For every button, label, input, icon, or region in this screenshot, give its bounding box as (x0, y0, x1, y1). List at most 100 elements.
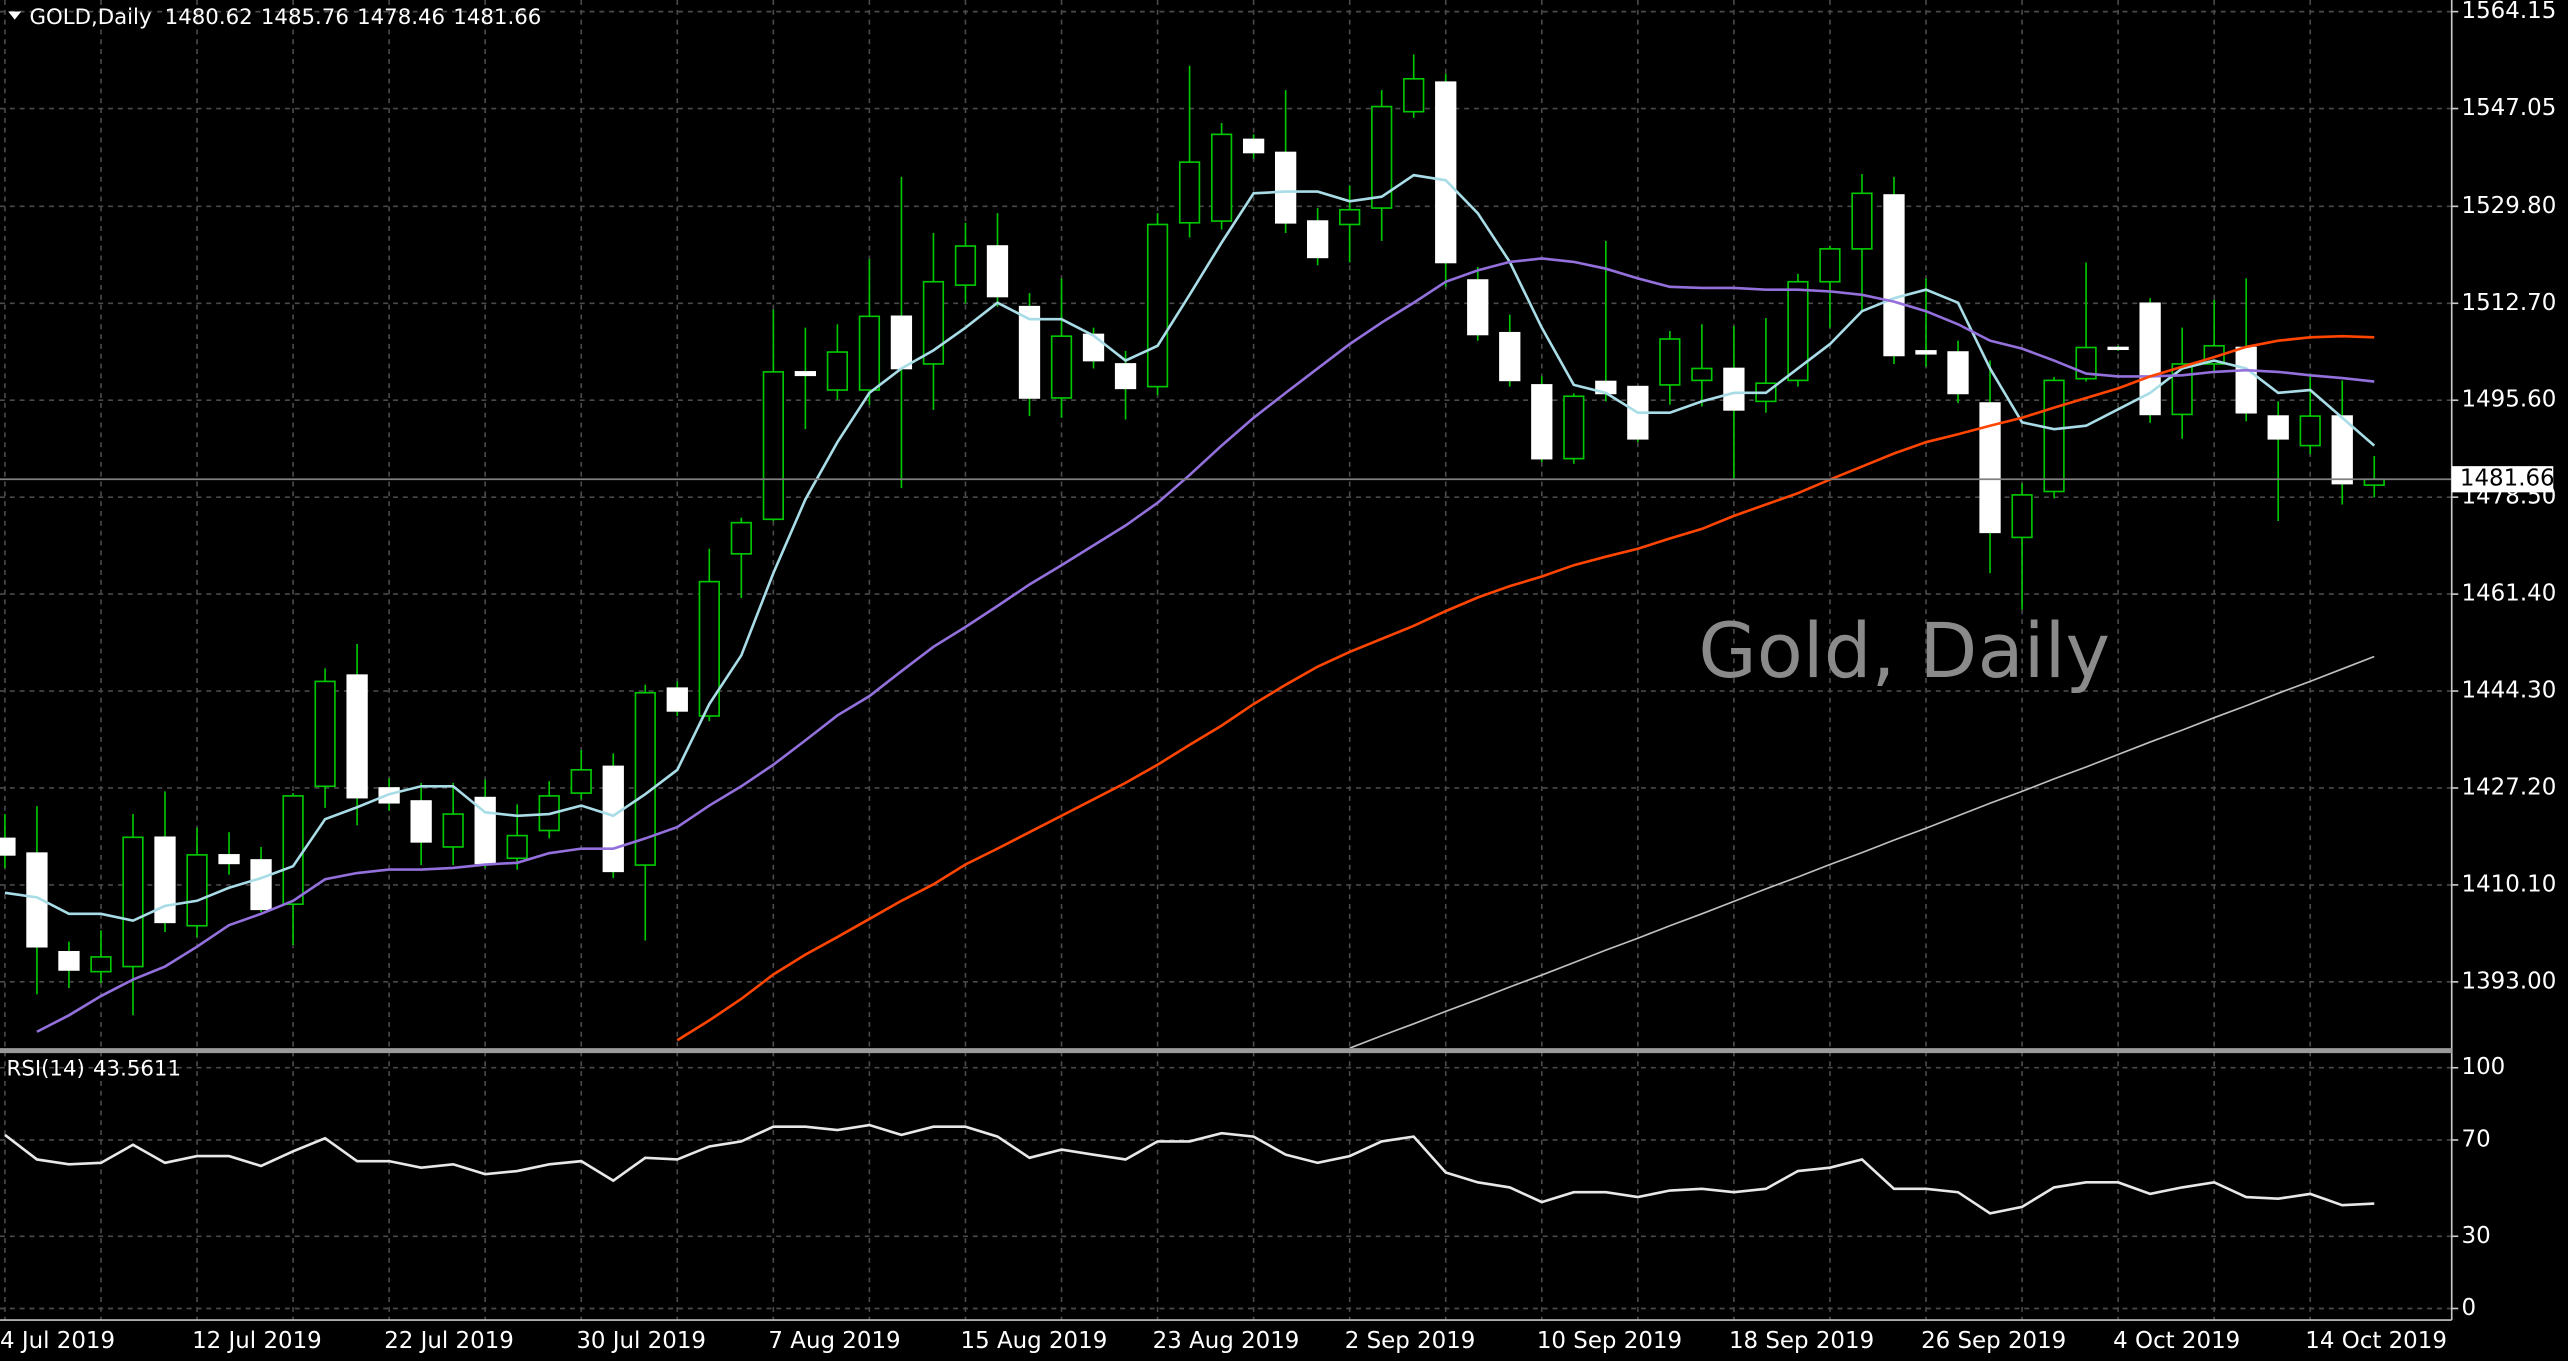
bull-candle-body (2011, 494, 2033, 539)
bull-candle-body (954, 245, 977, 286)
indicator-line (36, 257, 2375, 1033)
bull-candle-body (1371, 105, 1393, 209)
bear-candle-body (1274, 151, 1297, 224)
bull-candle-body (1178, 161, 1201, 224)
bear-candle-body (1499, 331, 1521, 382)
bear-candle-body (1979, 402, 2001, 534)
bear-candle-body (0, 837, 16, 856)
bull-candle-body (762, 371, 784, 521)
bull-candle-body (826, 351, 849, 391)
rsi-header: RSI(14) 43.5611 (7, 1056, 181, 1081)
current-price-box (2451, 466, 2554, 493)
bear-candle-body (1114, 363, 1137, 390)
x-tick-label: 4 Jul 2019 (0, 1328, 115, 1354)
bear-candle-body (1242, 138, 1265, 154)
x-tick-label: 30 Jul 2019 (576, 1328, 706, 1354)
bull-candle-body (1691, 367, 1713, 382)
bear-candle-body (986, 245, 1009, 298)
bull-candle-body (506, 834, 528, 860)
x-tick-label: 26 Sep 2019 (1921, 1328, 2066, 1354)
bull-candle-body (858, 315, 881, 391)
price-panel (0, 54, 2452, 1049)
y-tick-label: 0 (2462, 1295, 2477, 1321)
y-tick-label: 1461.40 (2462, 581, 2557, 607)
rsi-value: 43.5611 (93, 1056, 181, 1081)
bear-candle-body (1915, 350, 1937, 355)
bear-candle-body (58, 950, 80, 971)
bull-candle-body (1050, 335, 1073, 399)
bear-candle-body (1018, 305, 1041, 399)
bear-candle-body (2267, 415, 2289, 440)
bear-candle-body (1082, 333, 1105, 362)
symbol: GOLD,Daily (29, 5, 151, 30)
indicator-line (676, 334, 2375, 1042)
y-tick-label: 1512.70 (2462, 290, 2557, 316)
bear-candle-body (1435, 81, 1457, 264)
x-tick-label: 18 Sep 2019 (1729, 1328, 1874, 1354)
x-tick-label: 2 Sep 2019 (1345, 1328, 1476, 1354)
y-tick-label: 1410.10 (2462, 871, 2557, 897)
bull-candle-body (2299, 415, 2321, 447)
bull-candle-body (2363, 478, 2385, 486)
x-tick-label: 10 Sep 2019 (1537, 1328, 1682, 1354)
indicator-line (4, 173, 2376, 923)
y-tick-label: 1495.60 (2462, 387, 2557, 413)
bear-candle-body (2107, 346, 2129, 351)
close-value: 1481.66 (453, 5, 541, 30)
y-tick-label: 1444.30 (2462, 678, 2557, 704)
y-tick-label: 30 (2462, 1223, 2491, 1249)
x-tick-label: 4 Oct 2019 (2113, 1328, 2240, 1354)
bull-candle-body (282, 795, 304, 906)
bull-candle-body (1787, 280, 1809, 382)
bear-candle-body (2331, 415, 2353, 485)
y-tick-label: 1529.80 (2462, 193, 2557, 219)
bull-candle-body (698, 580, 720, 717)
bull-candle-body (442, 813, 464, 848)
high-value: 1485.76 (261, 5, 349, 30)
bull-candle-body (1403, 77, 1425, 113)
bear-candle-body (890, 315, 913, 370)
bear-candle-body (1947, 351, 1969, 395)
bull-candle-body (90, 956, 112, 973)
chart-header: GOLD,Daily 1480.62 1485.76 1478.46 1481.66 (29, 5, 541, 30)
bull-candle-body (2043, 379, 2065, 493)
bull-candle-body (314, 680, 336, 788)
bull-candle-body (570, 769, 592, 794)
bear-candle-body (2235, 346, 2257, 414)
current-price-label: 1481.66 (2460, 466, 2555, 492)
bull-candle-body (122, 836, 144, 968)
bull-candle-body (1339, 208, 1361, 226)
rsi-title: RSI(14) (7, 1056, 85, 1081)
bear-candle-body (794, 371, 817, 377)
bull-candle-body (1146, 223, 1169, 388)
bull-candle-body (730, 521, 752, 555)
x-tick-label: 14 Oct 2019 (2305, 1328, 2447, 1354)
bull-candle-body (186, 854, 208, 927)
bear-candle-body (218, 854, 240, 865)
bear-candle-body (1531, 384, 1553, 460)
open-value: 1480.62 (165, 5, 253, 30)
menu-arrow (8, 11, 22, 20)
bear-candle-body (154, 836, 176, 924)
bull-candle-body (1659, 338, 1681, 386)
bull-candle-body (922, 280, 945, 365)
bear-candle-body (1883, 194, 1905, 357)
bull-candle-body (634, 691, 656, 866)
bear-candle-body (346, 674, 368, 799)
bear-candle-body (410, 800, 432, 843)
x-tick-label: 15 Aug 2019 (961, 1328, 1108, 1354)
bull-candle-body (1210, 133, 1233, 222)
bull-candle-body (1563, 395, 1585, 460)
bear-candle-body (1467, 279, 1489, 336)
rsi-panel (4, 1123, 2375, 1215)
x-tick-label: 22 Jul 2019 (384, 1328, 514, 1354)
bear-candle-body (666, 687, 688, 712)
watermark: Gold, Daily (1698, 607, 2110, 695)
y-tick-label: 1393.00 (2462, 968, 2557, 994)
y-tick-label: 1427.20 (2462, 774, 2557, 800)
bear-candle-body (26, 852, 48, 948)
